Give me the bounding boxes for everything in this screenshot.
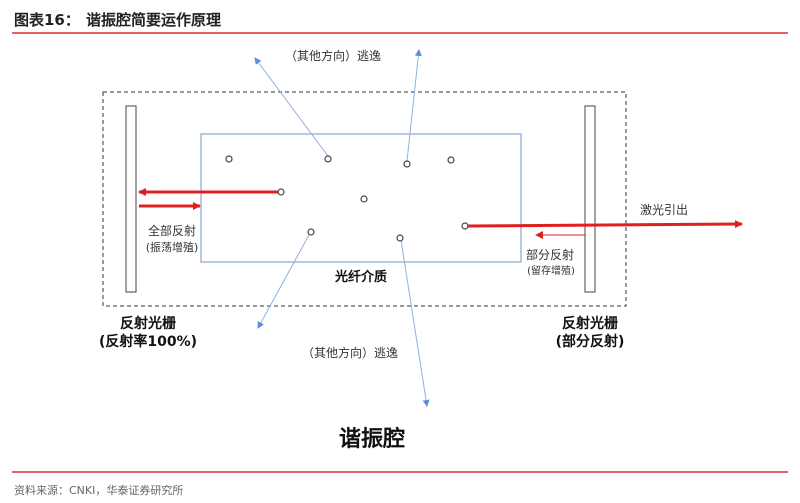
left-grating-sub: (反射率100%)	[99, 333, 197, 350]
particle	[307, 228, 315, 236]
right-grating-label: 反射光栅	[562, 315, 618, 332]
cavity-boundary	[102, 91, 627, 307]
particle	[461, 222, 469, 230]
laser-rays	[138, 188, 743, 239]
laser-out-label: 激光引出	[640, 203, 688, 217]
escape-ray	[400, 239, 430, 407]
left-grating-label: 反射光栅	[120, 315, 176, 332]
particle	[225, 155, 233, 163]
right-grating	[584, 105, 596, 293]
particle	[277, 188, 285, 196]
particle	[324, 155, 332, 163]
output-ray	[467, 220, 743, 229]
particle	[403, 160, 411, 168]
particle	[360, 195, 368, 203]
left-grating	[125, 105, 137, 293]
fiber-medium-box	[200, 133, 522, 263]
escape-bottom-label: （其他方向）逃逸	[302, 345, 398, 360]
partial-reflect-label: 部分反射	[526, 247, 574, 262]
figure-label: 图表16：	[14, 11, 80, 29]
particle	[396, 234, 404, 242]
cavity-label: 谐振腔	[339, 426, 405, 452]
particles	[225, 155, 469, 242]
escape-ray	[257, 234, 310, 329]
escape-ray	[406, 49, 422, 162]
full-reflect-sub: (振荡增殖)	[146, 240, 199, 254]
escape-ray	[254, 57, 329, 157]
source-note: 资料来源：CNKI，华泰证券研究所	[14, 483, 183, 497]
full-reflect-label: 全部反射	[148, 223, 196, 238]
escape-rays	[254, 49, 430, 407]
figure-title: 谐振腔简要运作原理	[86, 11, 221, 29]
partial-reflect-sub: (留存增殖)	[527, 264, 575, 277]
medium-label: 光纤介质	[334, 269, 387, 285]
escape-top-label: （其他方向）逃逸	[285, 48, 381, 63]
particle	[447, 156, 455, 164]
right-grating-sub: (部分反射)	[556, 333, 625, 350]
